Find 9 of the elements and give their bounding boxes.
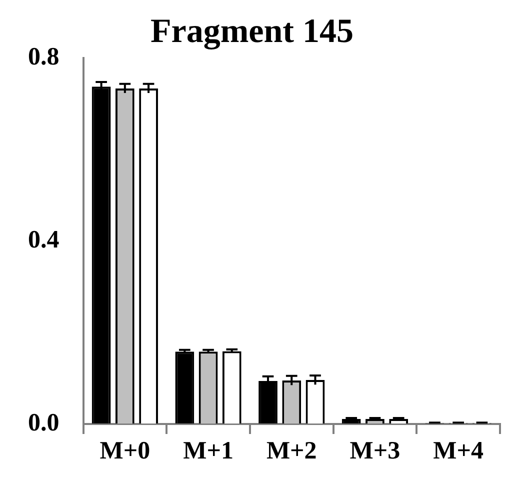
y-tick-label: 0.4	[28, 226, 60, 254]
y-tick-label: 0.0	[28, 409, 60, 436]
x-tick-label: M+3	[350, 437, 400, 464]
x-tick-label: M+2	[266, 437, 317, 464]
x-tick-label: M+0	[100, 437, 150, 464]
chart-title: Fragment 145	[150, 13, 354, 50]
y-tick-label: 0.8	[28, 43, 60, 70]
x-tick-label: M+4	[433, 437, 484, 464]
x-tick-label: M+1	[183, 437, 234, 464]
